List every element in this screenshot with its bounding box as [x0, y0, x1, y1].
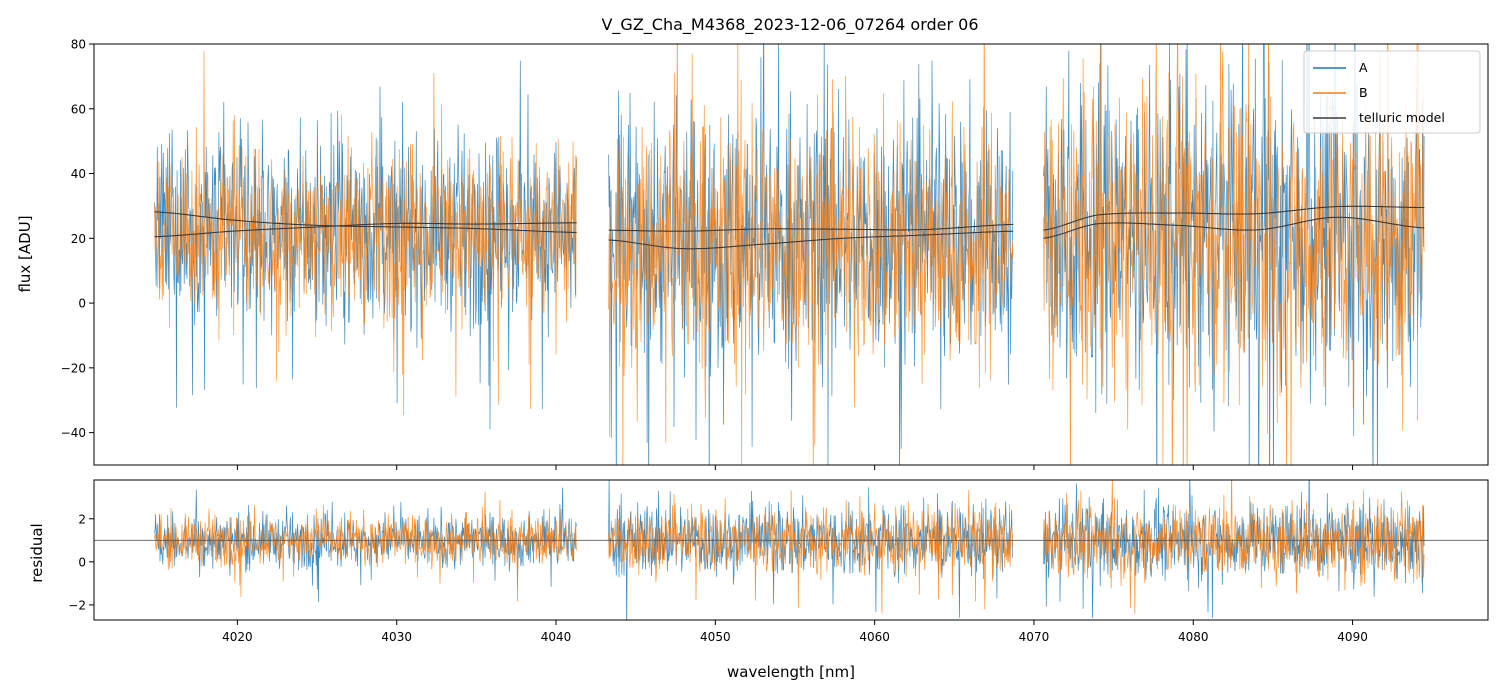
telluric-model-curve-2 — [154, 222, 577, 238]
flux-panel: 80 60 40 20 0 −20 −40 flux [ADU] — [16, 38, 1489, 470]
series-b-flux-segment-2 — [608, 44, 1014, 465]
x-axis-label: wavelength [nm] — [727, 663, 855, 681]
x-tick-label: 4040 — [541, 630, 572, 644]
series-b-residual-segment-2 — [608, 489, 1014, 614]
flux-axes-frame — [93, 43, 1489, 466]
series-a-flux-segment-3 — [1043, 44, 1425, 465]
y-tick-label: 20 — [71, 232, 86, 246]
chart-title: V_GZ_Cha_M4368_2023-12-06_07264 order 06 — [601, 15, 978, 35]
x-tick-label: 4050 — [700, 630, 731, 644]
y-tick-label: −2 — [68, 598, 86, 612]
legend-label-telluric: telluric model — [1359, 110, 1445, 125]
telluric-model-curve-4 — [608, 230, 1014, 250]
y-tick-label: 0 — [78, 555, 86, 569]
series-b-flux-segment-3 — [1043, 44, 1425, 465]
x-tick-label: 4080 — [1178, 630, 1209, 644]
x-tick-label: 4030 — [381, 630, 412, 644]
telluric-model-curve-1 — [154, 211, 577, 234]
telluric-model-curve-6 — [1043, 216, 1425, 239]
telluric-model-curve-5 — [1043, 205, 1425, 231]
legend: A B telluric model — [1303, 50, 1481, 134]
telluric-model-curve-3 — [608, 223, 1014, 232]
series-b-residual-segment-3 — [1043, 480, 1425, 614]
x-tick-label: 4090 — [1337, 630, 1368, 644]
x-tick-label: 4070 — [1019, 630, 1050, 644]
flux-y-ticks: 80 60 40 20 0 −20 −40 — [61, 38, 94, 440]
x-tick-label: 4060 — [859, 630, 890, 644]
flux-y-label: flux [ADU] — [16, 215, 34, 292]
series-a-residual-segment-1 — [154, 487, 577, 603]
residual-y-ticks: 2 0 −2 — [68, 512, 94, 612]
y-tick-label: −40 — [61, 426, 86, 440]
series-b-flux-segment-1 — [154, 50, 577, 416]
residual-y-label: residual — [28, 523, 46, 582]
residual-axes-frame — [93, 479, 1489, 621]
legend-label-a: A — [1359, 60, 1368, 75]
y-tick-label: 2 — [78, 512, 86, 526]
flux-x-ticks — [236, 465, 1354, 470]
y-tick-label: 40 — [71, 167, 86, 181]
series-b-residual-segment-1 — [154, 491, 577, 602]
y-tick-label: 60 — [71, 102, 86, 116]
residual-panel: 2 0 −2 4020 4030 4040 4050 4060 4070 4080 4090 re… — [28, 479, 1489, 681]
residual-plot-area — [94, 480, 1488, 620]
legend-box — [1303, 50, 1481, 134]
legend-label-b: B — [1359, 85, 1368, 100]
y-tick-label: 80 — [71, 38, 86, 52]
y-tick-label: −20 — [61, 361, 86, 375]
x-tick-label: 4020 — [222, 630, 253, 644]
residual-x-ticks: 4020 4030 4040 4050 4060 4070 4080 4090 — [222, 620, 1368, 644]
flux-plot-area — [154, 44, 1425, 465]
y-tick-label: 0 — [78, 297, 86, 311]
